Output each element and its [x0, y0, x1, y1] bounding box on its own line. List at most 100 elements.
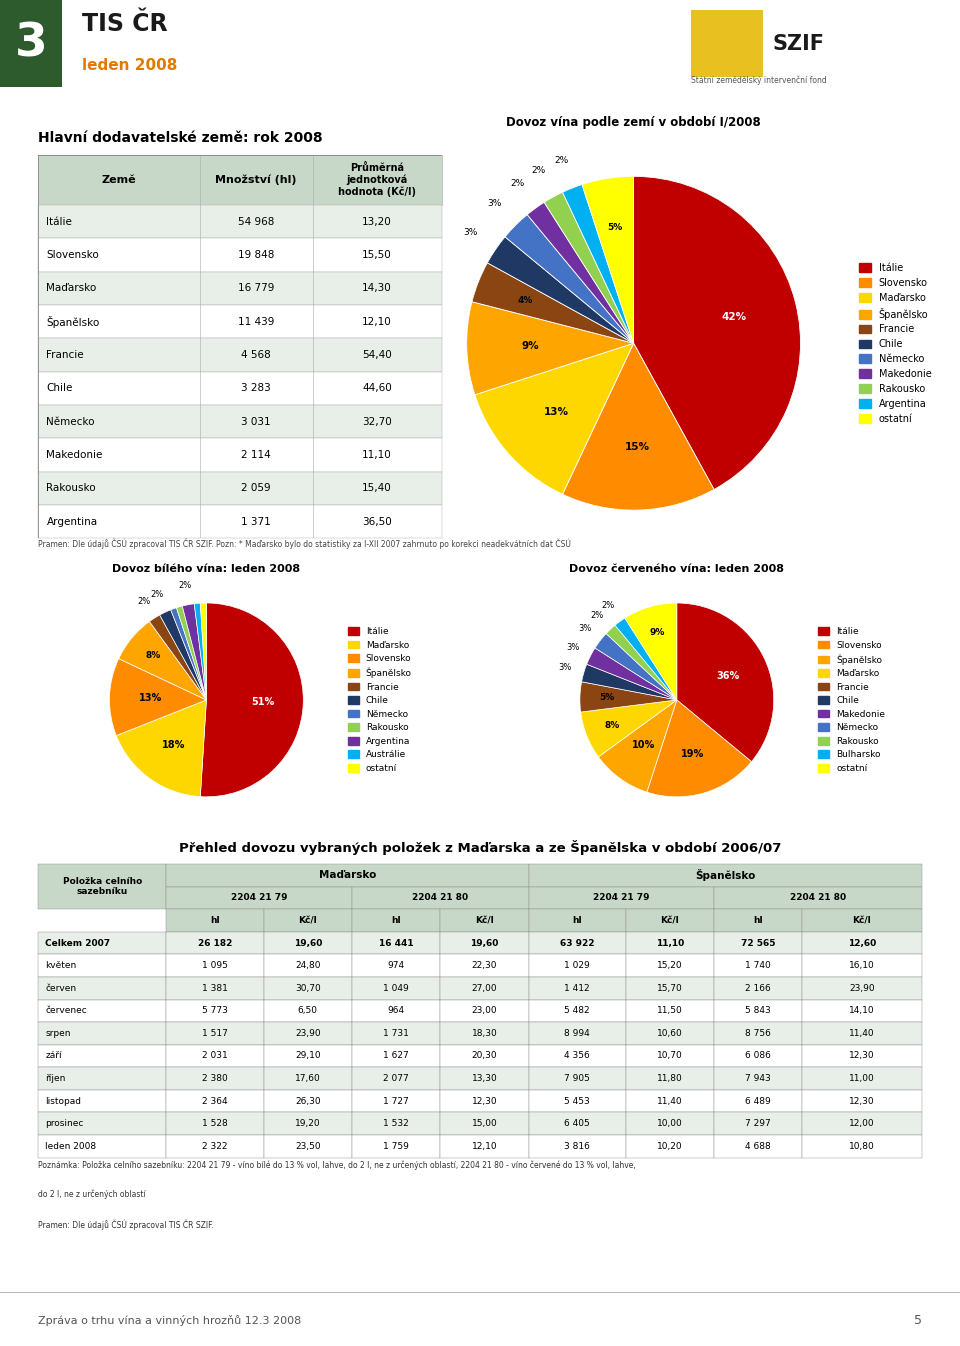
Text: 1 532: 1 532 [383, 1120, 409, 1128]
Wedge shape [677, 603, 774, 762]
Text: Pramen: Dle údajů ČSÚ zpracoval TIS ČR SZIF. Pozn: * Maďarsko bylo do statistiky: Pramen: Dle údajů ČSÚ zpracoval TIS ČR S… [38, 538, 571, 549]
Text: 5 843: 5 843 [745, 1007, 771, 1015]
Text: 12,10: 12,10 [362, 316, 392, 327]
Circle shape [7, 141, 18, 167]
Bar [626, 1044, 714, 1067]
Text: 10,00: 10,00 [657, 1120, 683, 1128]
Bar [0, 0, 62, 87]
Text: 2%: 2% [511, 179, 525, 188]
Text: 63 922: 63 922 [560, 938, 594, 948]
Bar [352, 1000, 441, 1022]
Wedge shape [182, 604, 206, 700]
Text: 1 740: 1 740 [745, 961, 771, 970]
Text: 13,30: 13,30 [471, 1074, 497, 1084]
Text: 11,10: 11,10 [656, 938, 684, 948]
Text: září: září [45, 1051, 62, 1061]
Text: 2%: 2% [137, 598, 151, 606]
Bar [38, 1135, 166, 1158]
Text: Kč/l: Kč/l [852, 917, 872, 925]
Wedge shape [582, 176, 634, 343]
Wedge shape [563, 343, 714, 510]
Circle shape [21, 192, 34, 219]
Bar [714, 931, 803, 954]
Text: 3 283: 3 283 [241, 384, 271, 393]
Text: 2%: 2% [590, 611, 604, 619]
Wedge shape [177, 606, 206, 700]
Text: 32,70: 32,70 [362, 417, 392, 427]
Text: 15%: 15% [624, 441, 649, 452]
Bar [166, 864, 529, 887]
Text: 2 322: 2 322 [203, 1141, 228, 1151]
Circle shape [32, 159, 43, 186]
Bar [626, 977, 714, 1000]
Bar [264, 1112, 352, 1135]
Bar [441, 1000, 529, 1022]
Text: 10,60: 10,60 [657, 1028, 683, 1038]
Text: Itálie: Itálie [46, 217, 72, 226]
Text: 3: 3 [14, 22, 48, 66]
Text: 11,40: 11,40 [850, 1028, 875, 1038]
Bar [38, 205, 442, 238]
Text: 1 095: 1 095 [203, 961, 228, 970]
Text: 8%: 8% [604, 721, 619, 730]
Text: Země: Země [102, 175, 136, 184]
Wedge shape [615, 618, 677, 700]
Text: Německo: Německo [46, 417, 95, 427]
Wedge shape [159, 610, 206, 700]
Circle shape [27, 141, 38, 167]
Bar [803, 1000, 922, 1022]
Bar [529, 1135, 626, 1158]
Text: Francie: Francie [46, 350, 84, 359]
Bar [264, 977, 352, 1000]
Bar [529, 910, 626, 931]
Text: 72 565: 72 565 [741, 938, 776, 948]
Bar [264, 910, 352, 931]
Text: Maďarsko: Maďarsko [319, 871, 376, 880]
Text: 5 453: 5 453 [564, 1097, 590, 1105]
Bar [38, 931, 166, 954]
Text: 18%: 18% [161, 740, 185, 750]
Text: 5 482: 5 482 [564, 1007, 590, 1015]
Text: 36%: 36% [716, 672, 739, 681]
Wedge shape [582, 664, 677, 700]
Bar [38, 864, 166, 910]
Bar [264, 954, 352, 977]
Text: 2 380: 2 380 [203, 1074, 228, 1084]
Bar [38, 977, 166, 1000]
Text: 2%: 2% [178, 581, 191, 590]
Text: 7 905: 7 905 [564, 1074, 590, 1084]
Text: 1 731: 1 731 [383, 1028, 409, 1038]
Text: 2 114: 2 114 [241, 450, 271, 460]
Wedge shape [581, 700, 677, 756]
Bar [38, 306, 442, 338]
Bar [691, 11, 763, 77]
Text: 964: 964 [388, 1007, 405, 1015]
Text: 8%: 8% [145, 651, 160, 660]
Text: 42%: 42% [721, 312, 746, 323]
Bar [626, 1112, 714, 1135]
Bar [441, 1090, 529, 1112]
Wedge shape [488, 237, 634, 343]
Bar [264, 1022, 352, 1044]
Text: 2%: 2% [602, 602, 615, 610]
Text: 3 816: 3 816 [564, 1141, 590, 1151]
Bar [803, 931, 922, 954]
Bar [264, 931, 352, 954]
Bar [166, 1000, 264, 1022]
Text: Zpráva o trhu vína a vinných hrozňů 12.3 2008: Zpráva o trhu vína a vinných hrozňů 12.3… [38, 1315, 301, 1326]
Text: 23,00: 23,00 [471, 1007, 497, 1015]
Text: 54 968: 54 968 [238, 217, 275, 226]
Wedge shape [109, 658, 206, 736]
Text: 4%: 4% [517, 296, 533, 304]
Bar [803, 1022, 922, 1044]
Bar [166, 1067, 264, 1090]
Bar [626, 910, 714, 931]
Text: 1 371: 1 371 [241, 517, 271, 526]
Text: hl: hl [392, 917, 401, 925]
Bar [38, 471, 442, 505]
Text: 54,40: 54,40 [362, 350, 392, 359]
Bar [714, 887, 922, 910]
Text: 1 381: 1 381 [203, 984, 228, 993]
Legend: Itálie, Slovensko, Španělsko, Maďarsko, Francie, Chile, Makedonie, Německo, Rako: Itálie, Slovensko, Španělsko, Maďarsko, … [815, 623, 889, 777]
Bar [529, 954, 626, 977]
